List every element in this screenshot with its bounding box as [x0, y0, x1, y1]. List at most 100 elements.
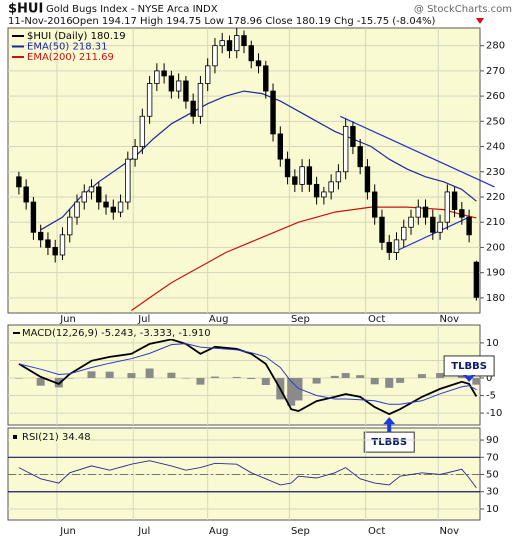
label-bg: [9, 431, 89, 443]
histogram-bar: [261, 377, 270, 385]
y-tick-label: 180: [486, 293, 505, 304]
candle-body: [277, 133, 284, 160]
candle-body: [212, 45, 218, 67]
y-tick-label: 70: [486, 452, 499, 463]
macd-panel: [7, 324, 481, 426]
candle-body: [168, 75, 175, 92]
x-tick-label: Nov: [439, 314, 459, 325]
source: @ StockCharts.com: [414, 4, 512, 15]
y-tick-label: 280: [486, 41, 505, 52]
histogram-bar: [472, 377, 481, 385]
panel-layer: 180 190 200 210 220 230 240 250 260 270 280 Jun Jul A…: [8, 28, 505, 325]
histogram-bar: [65, 377, 74, 379]
candle-body: [154, 70, 160, 84]
price-panel: [7, 27, 481, 314]
histogram-bar: [14, 377, 23, 379]
histogram-bar: [385, 377, 394, 388]
y-tick-label: 230: [486, 167, 505, 178]
candle-body: [248, 45, 254, 62]
candle-body: [270, 90, 276, 135]
candle-body: [110, 206, 116, 213]
histogram-bar: [196, 377, 205, 385]
candle-body: [299, 166, 305, 185]
annotation-text: TLBBS: [451, 361, 487, 372]
histogram-bar: [36, 377, 45, 386]
candle-body: [306, 166, 313, 185]
histogram-bar: [105, 371, 114, 378]
candle-body: [67, 216, 73, 236]
candle-body: [313, 183, 320, 198]
panel-layer: 90 70 50 30 10 RSI(21) 34.48 Jun Jul Aug Sep Oct No…: [8, 428, 499, 537]
histogram-bar: [396, 377, 405, 383]
panel-label: MACD(12,26,9) -5.243, -3.333, -1.910: [22, 328, 211, 339]
candle-body: [328, 181, 334, 193]
candle-body: [364, 166, 371, 193]
histogram-bar: [145, 368, 154, 378]
y-tick-label: 270: [486, 66, 505, 77]
histogram-bar: [436, 373, 445, 378]
candle-body: [139, 115, 146, 147]
candle-body: [234, 35, 240, 52]
trendline: [392, 216, 470, 254]
rsi-line: [18, 460, 477, 489]
candle-body: [415, 206, 421, 218]
candle-body: [451, 191, 458, 210]
candle-body: [146, 83, 153, 117]
histogram-bar: [341, 373, 350, 378]
y-tick-label: 90: [486, 435, 499, 446]
y-tick-label: 250: [486, 116, 505, 127]
candle-body: [161, 70, 167, 77]
candle-body: [197, 83, 204, 117]
candle-body: [117, 201, 124, 213]
candle-body: [226, 40, 233, 52]
date: 11-Nov-2016: [8, 16, 73, 27]
histogram-bar: [247, 377, 256, 380]
candle-body: [81, 191, 87, 203]
chart-title: Gold Bugs Index - NYSE Arca INDX: [46, 4, 218, 15]
candle-body: [350, 125, 356, 147]
candle-body: [183, 80, 189, 102]
legend-label: EMA(200) 211.69: [27, 52, 114, 63]
histogram-bar: [210, 376, 219, 378]
macd-line: [18, 343, 477, 405]
annotation-text: TLBBS: [371, 437, 407, 448]
histogram-bar: [87, 371, 96, 378]
annotation-arrow: [463, 374, 476, 382]
candle-body: [263, 65, 269, 92]
candle-body: [386, 241, 392, 253]
legend-label: EMA(50) 218.31: [27, 42, 107, 53]
y-tick-label: 240: [486, 142, 505, 153]
candle-body: [437, 221, 443, 233]
y-tick-label: 10: [486, 504, 499, 515]
x-tick-label: Jul: [137, 526, 150, 537]
candle-body: [357, 146, 363, 168]
x-tick-label: Aug: [209, 314, 229, 325]
x-tick-label: Oct: [368, 314, 385, 325]
candle-body: [342, 125, 349, 173]
ema-line: [40, 90, 477, 231]
histogram-bar: [356, 375, 365, 378]
macd-line: [18, 338, 478, 416]
histogram-bar: [294, 377, 303, 401]
candle-body: [190, 100, 196, 117]
candle-body: [473, 261, 480, 298]
legend-label: $HUI (Daily) 180.19: [27, 31, 126, 42]
candle-body: [466, 216, 472, 236]
candle-body: [284, 158, 291, 178]
histogram-bar: [127, 373, 136, 378]
y-tick-label: 210: [486, 217, 505, 228]
x-tick-label: Oct: [368, 526, 385, 537]
histogram-bar: [370, 377, 379, 385]
ema-line: [131, 206, 477, 311]
candle-body: [74, 201, 80, 218]
candle-body: [16, 176, 22, 188]
candle-body: [292, 176, 298, 185]
candle-body: [96, 186, 102, 203]
y-tick-label: 220: [486, 192, 505, 203]
candle-body: [444, 191, 451, 223]
x-tick-label: Jun: [59, 526, 76, 537]
histogram-bar: [167, 372, 176, 378]
